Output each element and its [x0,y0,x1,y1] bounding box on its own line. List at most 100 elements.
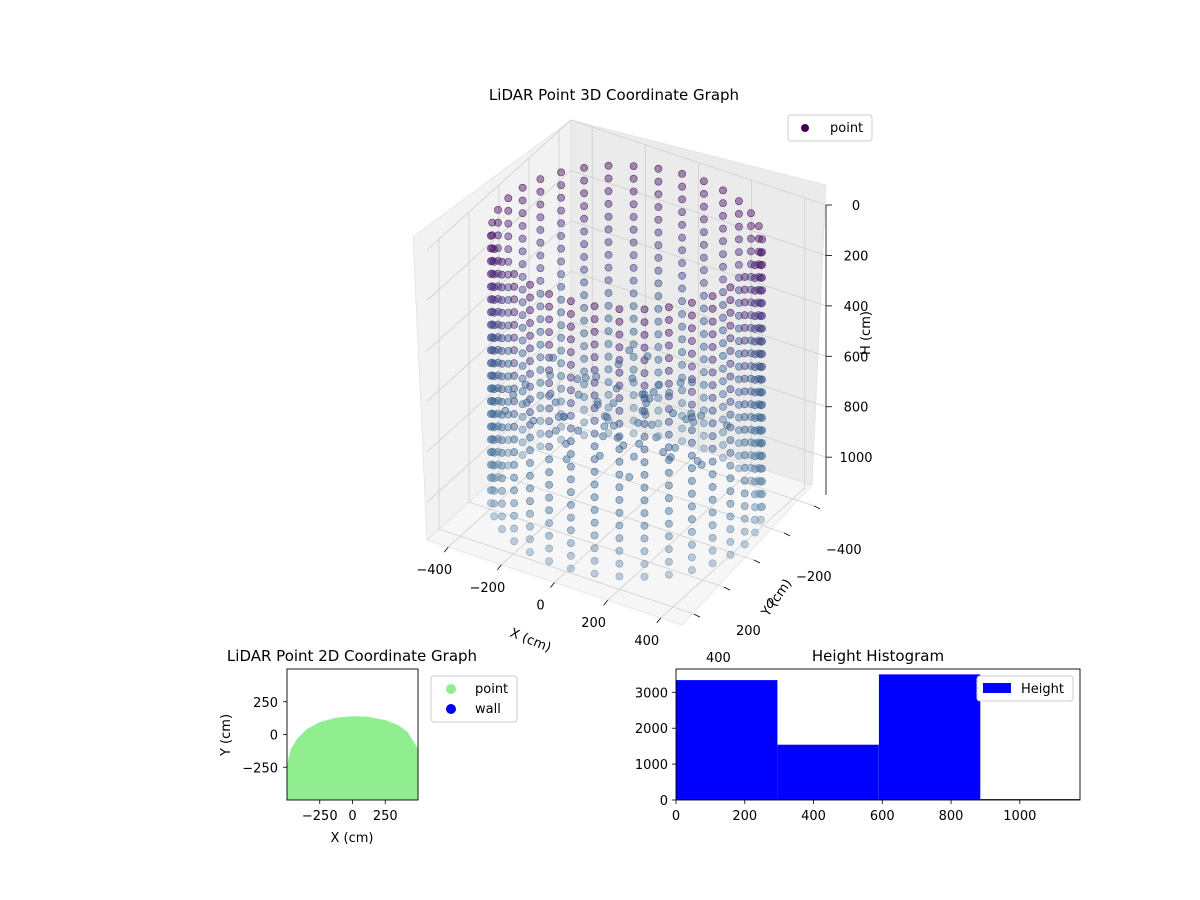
point-3d [567,564,575,573]
point-3d [754,451,763,460]
point-3d [678,424,686,433]
point-3d [754,476,763,485]
point-3d [678,297,686,306]
point-3d [719,301,727,309]
point-3d [726,499,735,508]
point-3d [665,468,673,477]
point-3d [615,521,624,530]
point-3d [518,438,527,447]
point-3d [614,360,623,369]
point-3d [726,359,735,368]
point-3d [666,453,675,462]
point-3d [510,448,518,457]
point-3d [726,296,735,304]
histogram-frame [675,668,1081,801]
histogram-title: Height Histogram [812,647,944,665]
hist-x-tick-label: 800 [939,809,964,824]
point-3d [740,425,749,434]
point-3d [536,238,545,247]
point-3d [708,343,717,351]
point-3d [518,285,527,294]
point-3d [518,425,527,434]
point-3d [688,451,696,460]
y-tick-label: −200 [796,570,832,585]
point-3d [526,548,534,556]
point-3d [609,421,618,430]
point-3d [615,368,624,377]
point-3d [629,340,638,349]
point-3d [735,413,743,422]
y-tick-label: 400 [706,651,731,666]
point-3d [567,411,575,420]
plot-2d-xlabel: X (cm) [331,831,374,846]
point-3d [545,328,553,336]
point-3d [678,233,686,242]
point-3d [678,208,686,216]
point-3d [518,374,527,383]
point-3d [545,455,553,464]
point-3d [518,222,527,230]
hist-x-tick-label: 1000 [1003,809,1036,824]
point-3d [641,410,650,419]
y-tick-mark [783,532,791,537]
point-3d [590,442,599,451]
point-3d [665,545,673,553]
point-3d [654,203,663,211]
point-3d [518,298,527,307]
point-3d [726,308,735,317]
point-3d [700,355,708,364]
point-3d [754,400,763,409]
point-3d [567,399,575,407]
point-3d [640,521,649,530]
point-3d [751,528,759,537]
point-3d [488,218,497,227]
y-tick-mark [813,505,821,510]
point-3d [726,347,735,355]
point-3d [488,460,497,469]
point-3d [665,366,673,375]
point-3d [654,419,663,428]
point-3d [590,416,599,425]
point-3d [740,514,749,523]
point-3d [604,429,613,437]
point-3d [545,544,553,553]
point-3d [654,177,663,186]
point-3d [573,375,582,383]
y2d-tick-label: −250 [242,761,278,776]
point-3d [580,278,588,287]
point-3d [629,162,638,170]
point-3d [688,362,696,371]
point-3d [629,263,638,272]
point-3d [640,381,649,390]
point-3d [510,308,518,317]
point-3d [536,264,545,273]
hist-x-tick-label: 0 [672,809,680,824]
grid-line-y [498,474,755,561]
point-3d [580,342,588,350]
point-3d [735,337,743,346]
point-3d [567,386,575,395]
point-3d [580,354,588,363]
point-3d [498,487,506,495]
point-3d [604,199,613,208]
point-3d [592,372,601,381]
point-3d [536,213,545,222]
ticks-histogram: 0 200 400 600 800 1000 0 1000 2000 3000 [635,686,1036,824]
point-3d [488,295,497,303]
point-3d [640,483,649,492]
point-3d [498,512,506,521]
point-3d [629,289,638,298]
point-3d [510,397,518,406]
point-3d [687,409,696,418]
point-3d [590,327,599,336]
point-3d [747,323,755,332]
point-3d [688,528,696,536]
point-3d [518,451,527,459]
point-3d [700,266,708,275]
point-3d [557,232,565,240]
point-3d [688,349,696,358]
point-3d [557,270,565,279]
point-3d [494,422,502,431]
point-3d [629,353,638,361]
point-3d [625,346,634,355]
